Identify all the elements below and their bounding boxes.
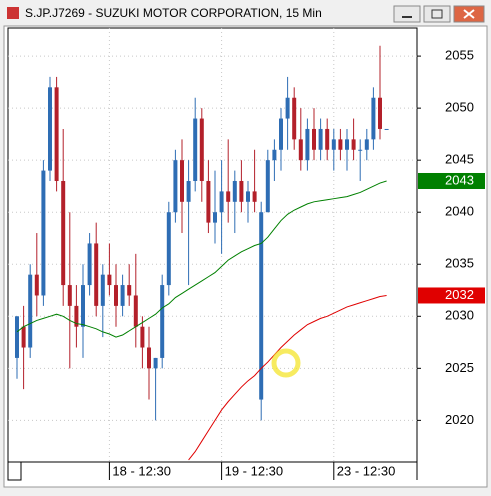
candle-body xyxy=(226,191,231,202)
candle-body xyxy=(318,128,323,150)
price-label-box xyxy=(418,172,485,189)
plot xyxy=(8,28,417,462)
candle-body xyxy=(153,357,158,369)
y-tick-label: 2020 xyxy=(445,412,474,427)
candle-body xyxy=(147,347,151,369)
candle-body xyxy=(213,212,217,223)
candle-body xyxy=(259,212,264,400)
y-tick-label: 2035 xyxy=(445,256,474,271)
window-icon xyxy=(7,7,19,19)
candle-body xyxy=(140,326,145,348)
candle-body xyxy=(186,180,191,202)
candle-body xyxy=(173,160,178,213)
candle-body xyxy=(100,274,105,306)
candle-body xyxy=(193,118,198,181)
candle-body xyxy=(180,160,184,202)
y-tick-label: 2040 xyxy=(445,204,474,219)
candle-body xyxy=(351,139,356,150)
y-tick-label: 2055 xyxy=(445,48,474,63)
candle-body xyxy=(239,180,244,202)
candle-body xyxy=(166,212,171,286)
candle-body xyxy=(48,87,52,171)
candle-body xyxy=(279,118,283,150)
candle-body xyxy=(41,170,46,296)
candle-body xyxy=(364,139,369,150)
candle-body xyxy=(292,97,297,140)
candle-body xyxy=(74,305,79,327)
candle-body xyxy=(298,139,303,161)
candle-body xyxy=(160,285,165,358)
plot-area xyxy=(7,27,418,463)
candle-body xyxy=(120,285,125,306)
candle-body xyxy=(338,139,343,150)
maximize-button[interactable] xyxy=(423,5,451,23)
x-tick-label: 19 - 12:30 xyxy=(225,463,284,478)
x-tick-label: 23 - 12:30 xyxy=(337,463,396,478)
candle-body xyxy=(384,128,389,130)
y-tick-label: 2050 xyxy=(445,100,474,115)
candle-body xyxy=(206,180,211,223)
highlight xyxy=(271,348,301,378)
candle-body xyxy=(15,316,19,358)
candle-body xyxy=(358,149,363,151)
candle-body xyxy=(87,243,92,286)
candle-body xyxy=(345,139,349,150)
candle-body xyxy=(325,128,330,150)
candle-body xyxy=(81,285,85,327)
candle-body xyxy=(378,97,382,129)
candle-body xyxy=(219,191,224,213)
candle-body xyxy=(305,128,310,161)
price-label: 2043 xyxy=(445,172,474,187)
chart-title: S.JP.J7269 - SUZUKI MOTOR CORPORATION, 1… xyxy=(25,6,322,20)
candle-body xyxy=(133,295,138,327)
candle-body xyxy=(61,180,66,286)
candle-body xyxy=(252,191,257,202)
candle-body xyxy=(285,97,290,119)
candle-body xyxy=(199,118,204,181)
candle-body xyxy=(232,180,237,202)
window-buttons[interactable] xyxy=(393,5,485,23)
y-tick-label: 2045 xyxy=(445,152,474,167)
candle-body xyxy=(28,274,33,348)
candle-body xyxy=(34,274,39,296)
candle-body xyxy=(94,243,99,306)
candle-body xyxy=(127,285,132,296)
candle-body xyxy=(107,274,112,286)
candle-body xyxy=(114,285,118,306)
candle-body xyxy=(265,160,270,213)
moving-average xyxy=(188,294,387,461)
candle-body xyxy=(331,139,336,150)
candle-body xyxy=(312,128,316,150)
y-tick-label: 2025 xyxy=(445,360,474,375)
x-tick-label: 18 - 12:30 xyxy=(112,463,171,478)
y-tick-label: 2030 xyxy=(445,308,474,323)
minimize-button[interactable] xyxy=(393,5,421,23)
price-label-box xyxy=(418,287,485,304)
candle-body xyxy=(246,191,250,202)
candle-body xyxy=(371,97,376,140)
candle-body xyxy=(272,149,277,161)
price-label: 2032 xyxy=(445,287,474,302)
candle-body xyxy=(67,285,72,306)
scroll-box xyxy=(7,461,22,481)
candle-body xyxy=(21,326,26,348)
candle-body xyxy=(54,87,59,181)
moving-average xyxy=(16,180,387,338)
